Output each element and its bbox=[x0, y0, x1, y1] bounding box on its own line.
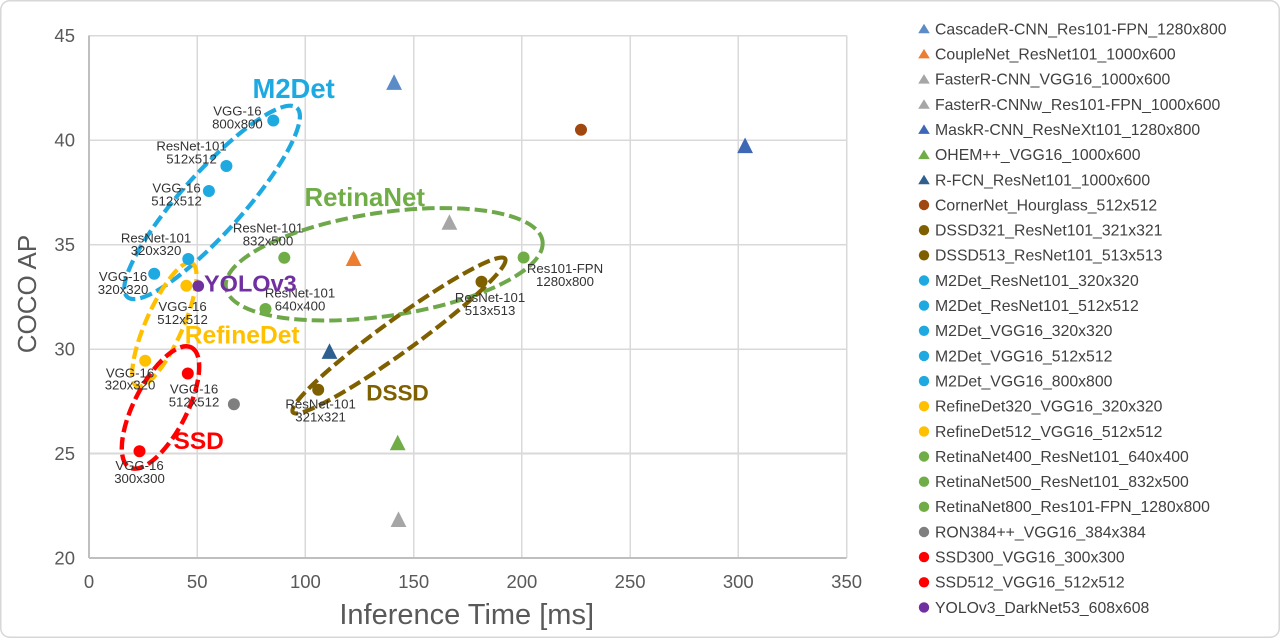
svg-text:VGG-16: VGG-16 bbox=[106, 366, 154, 381]
svg-text:VGG-16: VGG-16 bbox=[99, 269, 147, 284]
svg-text:640x400: 640x400 bbox=[275, 298, 326, 313]
svg-text:VGG-16: VGG-16 bbox=[115, 458, 163, 473]
svg-text:RefineDet320_VGG16_320x320: RefineDet320_VGG16_320x320 bbox=[935, 399, 1163, 416]
svg-text:FasterR-CNN_VGG16_1000x600: FasterR-CNN_VGG16_1000x600 bbox=[935, 72, 1171, 89]
svg-text:ResNet-101: ResNet-101 bbox=[233, 221, 303, 236]
svg-text:45: 45 bbox=[54, 25, 75, 46]
svg-text:M2Det_ResNet101_512x512: M2Det_ResNet101_512x512 bbox=[935, 298, 1139, 315]
svg-text:320x320: 320x320 bbox=[105, 378, 156, 393]
svg-text:VGG-16: VGG-16 bbox=[158, 299, 206, 314]
svg-text:512x512: 512x512 bbox=[151, 194, 202, 209]
svg-text:ResNet-101: ResNet-101 bbox=[285, 397, 355, 412]
svg-text:SSD512_VGG16_512x512: SSD512_VGG16_512x512 bbox=[935, 575, 1125, 592]
svg-text:FasterR-CNNw_Res101-FPN_1000x6: FasterR-CNNw_Res101-FPN_1000x600 bbox=[935, 97, 1221, 114]
svg-text:MaskR-CNN_ResNeXt101_1280x800: MaskR-CNN_ResNeXt101_1280x800 bbox=[935, 122, 1200, 139]
svg-text:RetinaNet800_Res101-FPN_1280x8: RetinaNet800_Res101-FPN_1280x800 bbox=[935, 499, 1210, 516]
svg-text:ResNet-101: ResNet-101 bbox=[121, 230, 191, 245]
svg-text:300x300: 300x300 bbox=[114, 471, 165, 486]
svg-text:M2Det_VGG16_800x800: M2Det_VGG16_800x800 bbox=[935, 374, 1113, 391]
svg-text:R-FCN_ResNet101_1000x600: R-FCN_ResNet101_1000x600 bbox=[935, 172, 1150, 189]
svg-text:ResNet-101: ResNet-101 bbox=[265, 286, 335, 301]
svg-text:40: 40 bbox=[54, 130, 75, 151]
svg-text:RefineDet: RefineDet bbox=[185, 323, 300, 350]
svg-text:513x513: 513x513 bbox=[465, 303, 516, 318]
svg-text:YOLOv3: YOLOv3 bbox=[204, 271, 297, 297]
svg-text:35: 35 bbox=[54, 234, 75, 255]
svg-text:25: 25 bbox=[54, 443, 75, 464]
svg-text:250: 250 bbox=[615, 571, 646, 592]
svg-text:RefineDet512_VGG16_512x512: RefineDet512_VGG16_512x512 bbox=[935, 424, 1162, 441]
svg-text:1280x800: 1280x800 bbox=[536, 274, 594, 289]
svg-text:150: 150 bbox=[398, 571, 429, 592]
svg-text:M2Det_VGG16_512x512: M2Det_VGG16_512x512 bbox=[935, 348, 1112, 365]
svg-text:VGG-16: VGG-16 bbox=[152, 181, 200, 196]
svg-text:512x512: 512x512 bbox=[157, 312, 208, 327]
svg-text:50: 50 bbox=[187, 571, 208, 592]
svg-text:M2Det_ResNet101_320x320: M2Det_ResNet101_320x320 bbox=[935, 273, 1139, 290]
svg-text:20: 20 bbox=[54, 547, 75, 568]
svg-text:M2Det_VGG16_320x320: M2Det_VGG16_320x320 bbox=[935, 323, 1113, 340]
svg-text:CornerNet_Hourglass_512x512: CornerNet_Hourglass_512x512 bbox=[935, 197, 1157, 214]
svg-text:0: 0 bbox=[84, 571, 94, 592]
svg-text:321x321: 321x321 bbox=[295, 410, 346, 425]
svg-text:30: 30 bbox=[54, 339, 75, 360]
svg-text:M2Det: M2Det bbox=[253, 73, 335, 104]
svg-text:320x320: 320x320 bbox=[98, 282, 149, 297]
svg-text:200: 200 bbox=[506, 571, 537, 592]
svg-text:SSD300_VGG16_300x300: SSD300_VGG16_300x300 bbox=[935, 550, 1125, 567]
svg-text:RON384++_VGG16_384x384: RON384++_VGG16_384x384 bbox=[935, 524, 1146, 541]
svg-text:DSSD513_ResNet101_513x513: DSSD513_ResNet101_513x513 bbox=[935, 248, 1163, 265]
svg-text:512x512: 512x512 bbox=[166, 152, 217, 167]
svg-text:VGG-16: VGG-16 bbox=[170, 382, 218, 397]
svg-text:512x512: 512x512 bbox=[169, 395, 220, 410]
svg-text:800x800: 800x800 bbox=[212, 117, 263, 132]
svg-text:YOLOv3_DarkNet53_608x608: YOLOv3_DarkNet53_608x608 bbox=[935, 600, 1149, 617]
svg-text:OHEM++_VGG16_1000x600: OHEM++_VGG16_1000x600 bbox=[935, 147, 1141, 164]
svg-text:VGG-16: VGG-16 bbox=[213, 104, 261, 119]
svg-text:CascadeR-CNN_Res101-FPN_1280x8: CascadeR-CNN_Res101-FPN_1280x800 bbox=[935, 21, 1227, 38]
svg-text:ResNet-101: ResNet-101 bbox=[455, 290, 525, 305]
svg-text:RetinaNet500_ResNet101_832x500: RetinaNet500_ResNet101_832x500 bbox=[935, 474, 1189, 491]
svg-text:832x500: 832x500 bbox=[243, 234, 294, 249]
svg-text:300: 300 bbox=[723, 571, 754, 592]
svg-text:Res101-FPN: Res101-FPN bbox=[527, 261, 603, 276]
svg-text:CoupleNet_ResNet101_1000x600: CoupleNet_ResNet101_1000x600 bbox=[935, 47, 1176, 64]
svg-text:ResNet-101: ResNet-101 bbox=[156, 139, 226, 154]
svg-text:RetinaNet: RetinaNet bbox=[305, 184, 426, 212]
svg-text:100: 100 bbox=[290, 571, 321, 592]
svg-text:DSSD321_ResNet101_321x321: DSSD321_ResNet101_321x321 bbox=[935, 223, 1163, 240]
svg-text:SSD: SSD bbox=[174, 428, 224, 455]
svg-text:Inference Time [ms]: Inference Time [ms] bbox=[339, 599, 594, 631]
svg-text:RetinaNet400_ResNet101_640x400: RetinaNet400_ResNet101_640x400 bbox=[935, 449, 1189, 466]
svg-text:DSSD: DSSD bbox=[366, 381, 429, 406]
svg-text:COCO AP: COCO AP bbox=[12, 235, 42, 353]
svg-text:320x320: 320x320 bbox=[131, 243, 182, 258]
svg-text:350: 350 bbox=[831, 571, 862, 592]
